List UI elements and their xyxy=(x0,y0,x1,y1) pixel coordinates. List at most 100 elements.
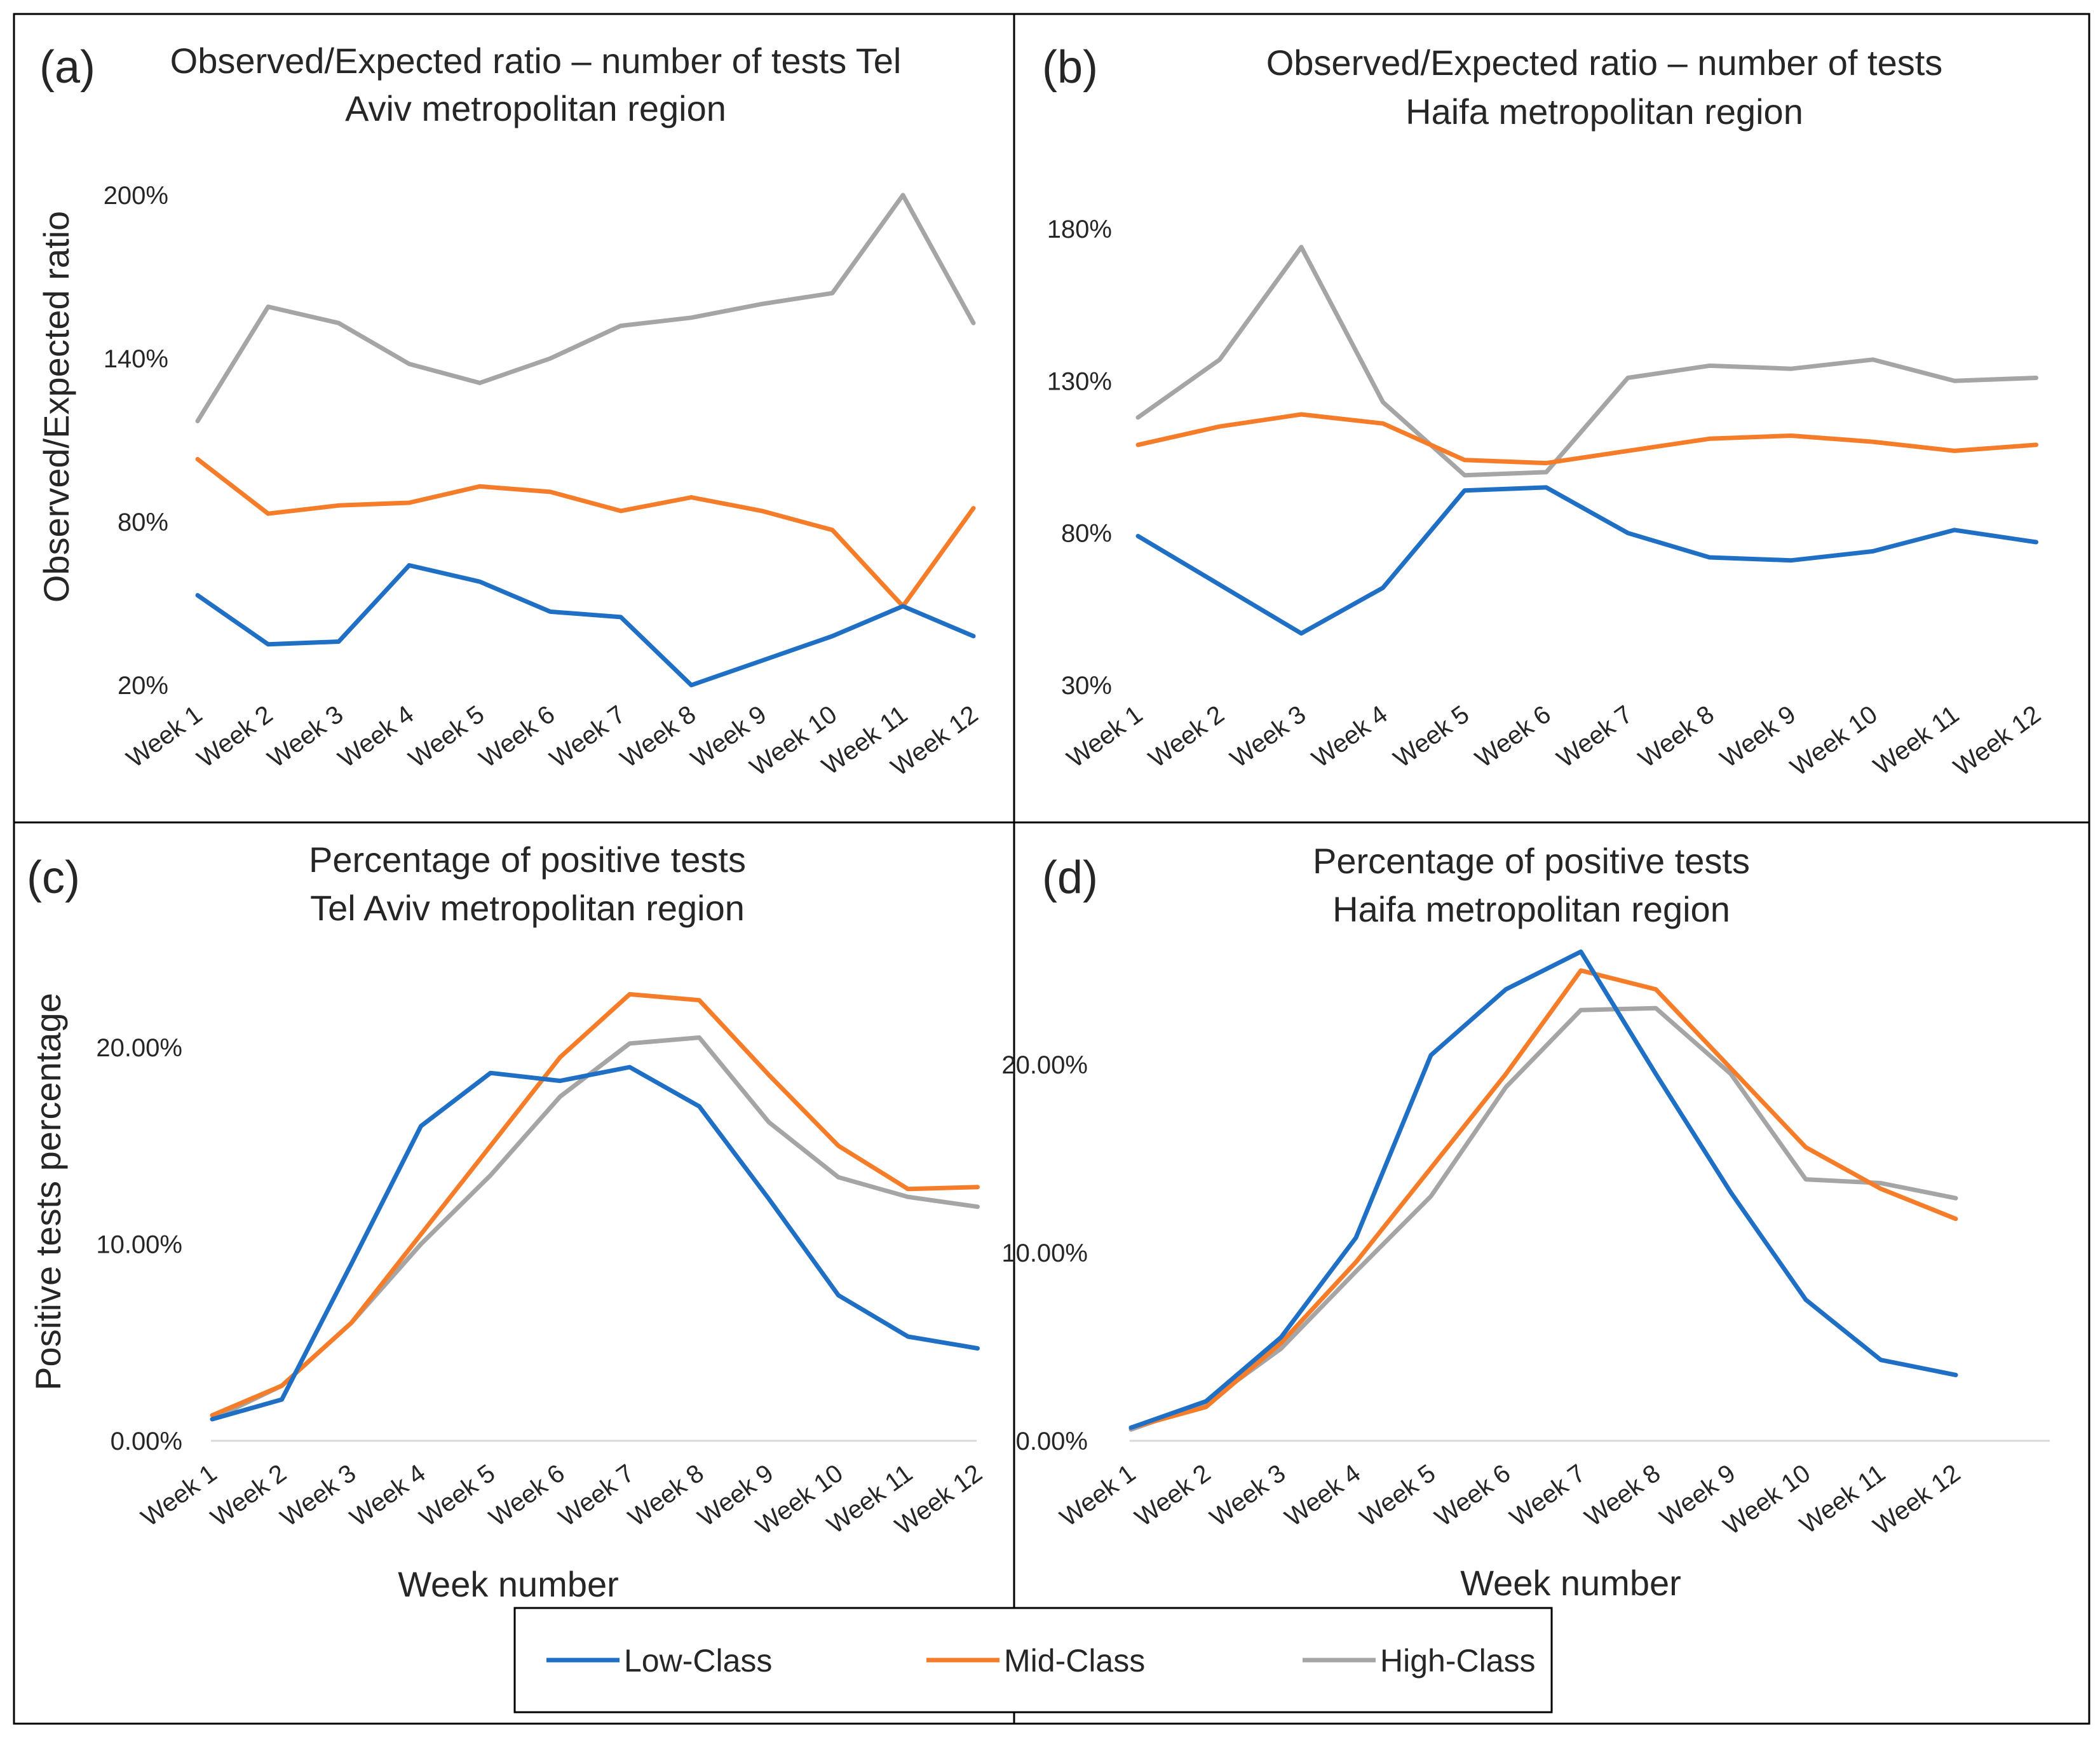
panel-c-series-mid-line xyxy=(210,991,980,1418)
panel-a-series-mid-point xyxy=(691,496,692,498)
panel-b-series-low-point xyxy=(1301,633,1302,634)
panel-d-series-low-point xyxy=(1355,1237,1357,1238)
panel-b-x-tick-label: Week 11 xyxy=(1869,700,1965,780)
panel-b-y-tick-label: 130% xyxy=(1047,367,1112,395)
panel-b-x-tick-label: Week 1 xyxy=(1062,700,1148,773)
panel-b-y-tick-label: 30% xyxy=(1061,672,1112,700)
panel-d-series-low-line xyxy=(1128,949,1958,1430)
panel-a-x-tick-label: Week 2 xyxy=(192,700,278,773)
panel-d-series-high-line xyxy=(1128,1005,1958,1432)
panel-b-x-tick-label: Week 8 xyxy=(1634,700,1719,773)
panel-c-x-tick-label: Week 5 xyxy=(414,1459,500,1532)
panel-d-x-axis-title: Week number xyxy=(1460,1563,1681,1603)
legend-box xyxy=(513,1607,1553,1713)
panel-c-x-tick-label: Week 4 xyxy=(345,1459,431,1532)
panel-d-border xyxy=(1013,821,2090,1725)
panel-d-x-tick-label: Week 5 xyxy=(1355,1459,1440,1532)
panel-a-y-tick-label: 20% xyxy=(118,672,168,700)
panel-b-series-mid-line xyxy=(1135,412,2038,466)
panel-b-x-tick-label: Week 3 xyxy=(1225,700,1311,773)
panel-a-x-tick-label: Week 7 xyxy=(545,700,630,773)
panel-d-y-tick-label: 10.00% xyxy=(1001,1239,1088,1267)
panel-c-title-line-1: Percentage of positive tests xyxy=(309,840,746,880)
panel-d-title-line-2: Haifa metropolitan region xyxy=(1332,889,1730,929)
panel-d-letter: (d) xyxy=(1042,852,1098,903)
panel-a-letter: (a) xyxy=(39,42,95,93)
panel-c-letter: (c) xyxy=(27,852,80,903)
panel-a-series-high-point xyxy=(691,317,692,318)
panel-b-letter: (b) xyxy=(1042,42,1098,93)
panel-a-series-low-point xyxy=(550,611,551,612)
panel-a-series-mid-point xyxy=(550,491,551,493)
panel-b-x-tick-label: Week 10 xyxy=(1785,700,1883,782)
panel-d-series-low-point xyxy=(1580,951,1582,952)
panel-c-series-low-point xyxy=(907,1336,909,1337)
panel-b-x-tick-label: Week 7 xyxy=(1552,700,1637,773)
panel-b-series-low-line xyxy=(1135,485,2038,636)
panel-c-series-high-point xyxy=(699,1037,700,1039)
panel-b-x-tick-label: Week 5 xyxy=(1388,700,1474,773)
panel-d-series-low-point xyxy=(1505,989,1507,990)
panel-d-title-line-1: Percentage of positive tests xyxy=(1313,841,1750,881)
panel-d-series-high-point xyxy=(1280,1348,1282,1349)
panel-d-y-tick-label: 20.00% xyxy=(1001,1051,1088,1079)
legend-label-mid: Mid-Class xyxy=(1004,1643,1145,1679)
panel-b-series-high-line xyxy=(1135,245,2038,478)
panel-a-series-high-point xyxy=(973,322,974,324)
panel-c-series-mid-point xyxy=(838,1145,839,1147)
panel-c-x-tick-label: Week 8 xyxy=(623,1459,709,1532)
panel-a-x-tick-label: Week 6 xyxy=(474,700,560,773)
panel-a-series-low-point xyxy=(691,685,692,686)
panel-d-series-mid-line xyxy=(1128,968,1958,1430)
panel-b-series-low-point xyxy=(1954,529,1955,531)
panel-d-series-high-point xyxy=(1430,1195,1432,1197)
panel-a-x-tick-label: Week 8 xyxy=(615,700,701,773)
panel-b-series-high-point xyxy=(1137,417,1139,418)
panel-b-x-tick-label: Week 6 xyxy=(1470,700,1556,773)
panel-d-series-low-point xyxy=(1130,1427,1132,1428)
panel-d-x-tick-label: Week 2 xyxy=(1130,1459,1216,1532)
panel-d-y-tick-label: 0.00% xyxy=(1016,1427,1088,1455)
panel-c-y-tick-label: 20.00% xyxy=(96,1034,182,1062)
panel-d-series-high-point xyxy=(1580,1009,1582,1011)
panel-b-series-low-point xyxy=(1791,560,1792,561)
panel-c-series-high-point xyxy=(977,1206,978,1208)
legend-label-low: Low-Class xyxy=(624,1643,772,1679)
panel-b-x-tick-label: Week 4 xyxy=(1307,700,1393,773)
panel-c-series-high-point xyxy=(838,1176,839,1178)
panel-c-series-low-point xyxy=(977,1348,978,1349)
panel-c-series-low-line xyxy=(210,1065,980,1422)
panel-a-series-low-line xyxy=(195,563,976,688)
panel-a-y-tick-label: 80% xyxy=(118,508,168,536)
panel-a-x-tick-label: Week 3 xyxy=(262,700,348,773)
panel-a-series-high-point xyxy=(550,358,551,359)
panel-c-x-tick-label: Week 6 xyxy=(484,1459,570,1532)
panel-c-series-low-point xyxy=(699,1106,700,1107)
panel-d-x-tick-label: Week 8 xyxy=(1580,1459,1665,1532)
panel-b-series-high-point xyxy=(1219,359,1220,360)
panel-a-series-high-point xyxy=(902,194,904,196)
panel-a-x-tick-label: Week 4 xyxy=(333,700,419,773)
panel-d-series-high-point xyxy=(1355,1271,1357,1272)
panel-c-series-high-line xyxy=(210,1035,980,1422)
panel-b-y-tick-label: 180% xyxy=(1047,215,1112,243)
panel-c-x-tick-label: Week 2 xyxy=(206,1459,292,1532)
panel-b-x-tick-label: Week 12 xyxy=(1949,700,2046,782)
panel-c-x-tick-label: Week 3 xyxy=(275,1459,361,1532)
panel-d-series-mid-point xyxy=(1505,1073,1507,1075)
panel-c-y-tick-label: 10.00% xyxy=(96,1231,182,1259)
panel-a-title-line-1: Observed/Expected ratio – number of test… xyxy=(170,41,902,81)
panel-b-series-mid-point xyxy=(1219,426,1220,427)
panel-a-title-line-2: Aviv metropolitan region xyxy=(345,88,726,128)
panel-a-y-tick-label: 140% xyxy=(104,345,168,373)
panel-a-x-tick-label: Week 1 xyxy=(121,700,207,773)
panel-b-title-line-1: Observed/Expected ratio – number of test… xyxy=(1266,43,1943,83)
panel-d-x-tick-label: Week 7 xyxy=(1505,1459,1590,1532)
panel-a-series-low-point xyxy=(409,565,410,566)
panel-b-border xyxy=(1013,13,2090,824)
panel-d-series-low-point xyxy=(1430,1054,1432,1056)
panel-a-y-axis-title: Observed/Expected ratio xyxy=(36,211,76,603)
panel-c-title-line-2: Tel Aviv metropolitan region xyxy=(310,888,745,928)
panel-a-series-high-line xyxy=(195,193,976,423)
